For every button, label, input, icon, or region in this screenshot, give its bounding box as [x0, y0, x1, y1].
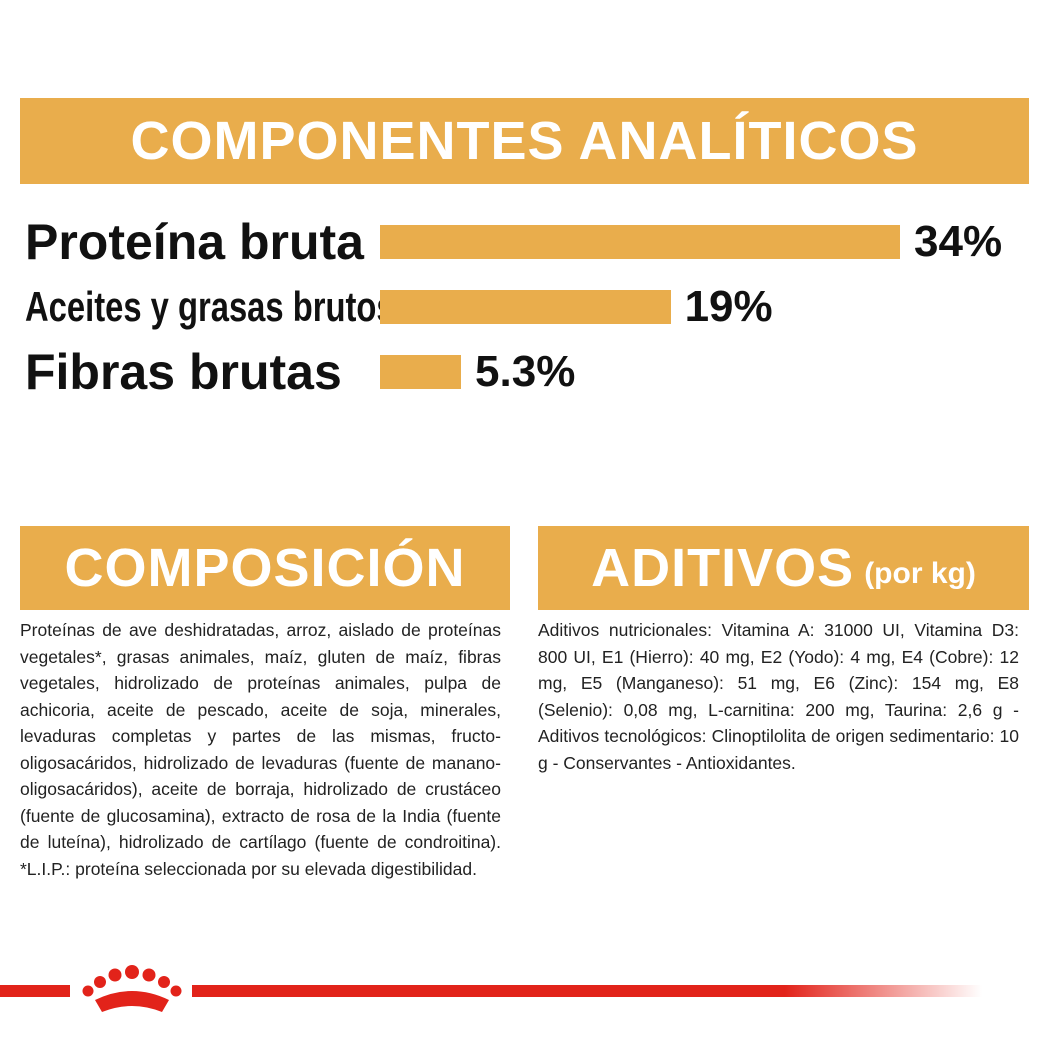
bar: [380, 355, 462, 389]
red-line: [0, 985, 70, 997]
chart-title: COMPONENTES ANALÍTICOS: [130, 111, 919, 171]
composition-banner: COMPOSICIÓN: [20, 526, 510, 610]
category-label: Aceites y grasas brutos: [25, 283, 395, 330]
red-line: [192, 985, 982, 997]
logo: [82, 965, 182, 1012]
bar: [380, 290, 671, 324]
composition-title: COMPOSICIÓN: [64, 538, 466, 598]
bar: [380, 225, 900, 259]
additives-subtitle: (por kg): [864, 557, 976, 590]
footer: [0, 965, 982, 1012]
category-label: Proteína bruta: [25, 214, 364, 270]
value-label: 19%: [684, 282, 773, 331]
value-label: 34%: [914, 217, 1003, 266]
additives-banner: ADITIVOS (por kg): [538, 526, 1029, 610]
category-label: Fibras brutas: [25, 344, 342, 400]
additives-title: ADITIVOS: [591, 538, 855, 598]
value-label: 5.3%: [475, 347, 576, 396]
composition-text: Proteínas de ave deshidratadas, arroz, a…: [20, 620, 501, 879]
title-banner: COMPONENTES ANALÍTICOS: [20, 98, 1029, 184]
additives-text: Aditivos nutricionales: Vitamina A: 3100…: [538, 620, 1019, 773]
